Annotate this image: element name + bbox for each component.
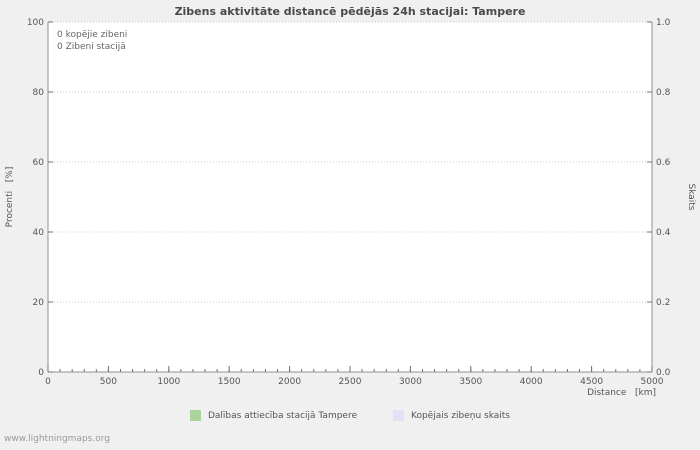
chart-title: Zibens aktivitāte distancē pēdējās 24h s… [174, 5, 526, 18]
svg-text:100: 100 [27, 18, 44, 28]
svg-text:0.0: 0.0 [656, 368, 671, 378]
svg-text:4500: 4500 [580, 377, 603, 387]
legend-label-total-strokes: Kopējais zibeņu skaits [411, 410, 510, 421]
x-axis-label: Distance [km] [587, 388, 656, 398]
legend-swatch-total-strokes [393, 410, 404, 421]
svg-text:3000: 3000 [399, 377, 422, 387]
svg-text:0.8: 0.8 [656, 88, 671, 98]
annotation-total-strokes: 0 kopējie zibeni [57, 30, 128, 40]
legend-item-station-ratio: Dalības attiecība stacijā Tampere [189, 410, 357, 421]
svg-text:3500: 3500 [459, 377, 482, 387]
svg-text:1000: 1000 [157, 377, 180, 387]
svg-text:80: 80 [33, 88, 45, 98]
legend: Dalības attiecība stacijā Tampere Kopēja… [0, 410, 700, 421]
watermark-text: www.lightningmaps.org [4, 434, 110, 444]
svg-text:0: 0 [38, 368, 44, 378]
svg-text:0.4: 0.4 [656, 228, 671, 238]
svg-text:2000: 2000 [278, 377, 301, 387]
legend-swatch-station-ratio [189, 410, 201, 421]
svg-text:20: 20 [33, 298, 45, 308]
svg-text:1.0: 1.0 [656, 18, 671, 28]
svg-text:60: 60 [33, 158, 45, 168]
svg-text:40: 40 [33, 228, 45, 238]
svg-text:0.6: 0.6 [656, 158, 671, 168]
svg-text:2500: 2500 [339, 377, 362, 387]
y-axis-label-left: Procenti [%] [5, 166, 15, 228]
svg-text:5000: 5000 [641, 377, 664, 387]
svg-text:0.2: 0.2 [656, 298, 670, 308]
svg-text:1500: 1500 [218, 377, 241, 387]
y-axis-label-right: Skaits [686, 183, 696, 211]
svg-text:0: 0 [45, 377, 51, 387]
legend-item-total-strokes: Kopējais zibeņu skaits [393, 410, 510, 421]
annotation-station-strokes: 0 Zibeni stacijā [57, 42, 126, 52]
legend-label-station-ratio: Dalības attiecība stacijā Tampere [207, 410, 357, 421]
svg-text:4000: 4000 [520, 377, 543, 387]
svg-text:500: 500 [100, 377, 117, 387]
